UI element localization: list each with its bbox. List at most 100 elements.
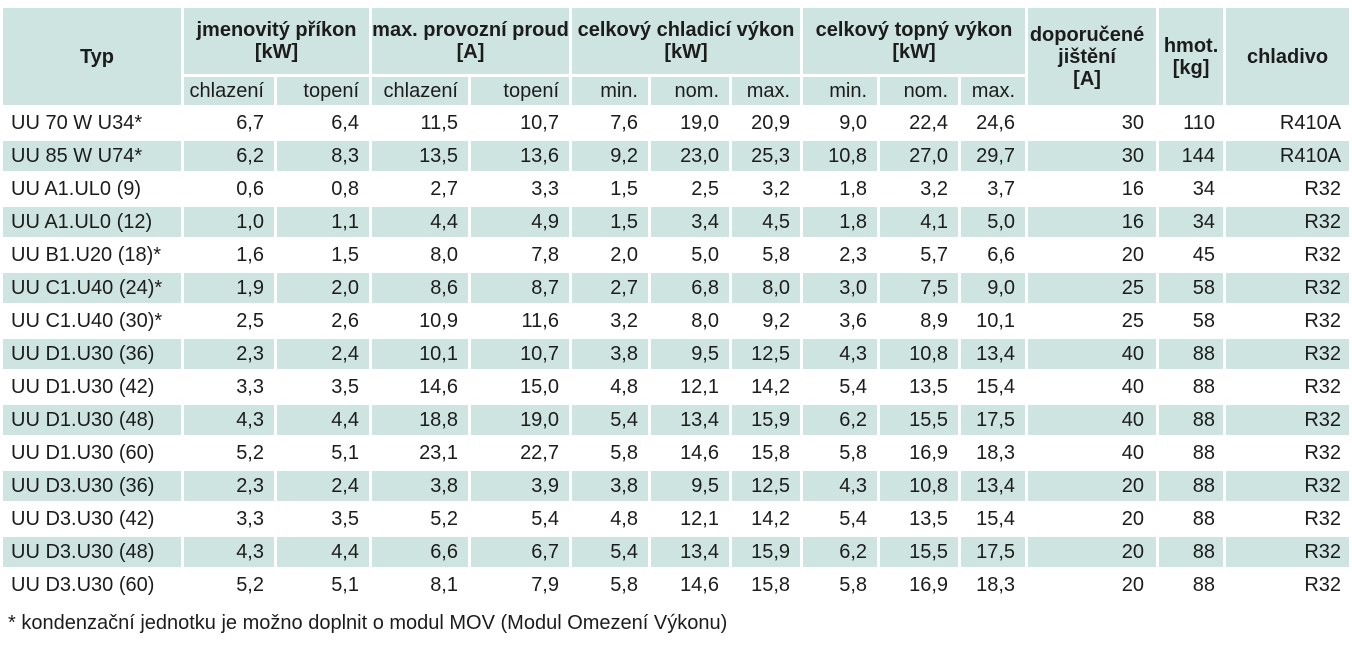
header-group-row: Typ jmenovitý příkon [kW] max. provozní … (3, 8, 1350, 105)
table-header: Typ jmenovitý příkon [kW] max. provozní … (3, 8, 1350, 105)
value-cell: R32 (1226, 537, 1350, 567)
value-cell: 1,5 (572, 174, 648, 204)
value-cell: 6,2 (803, 405, 878, 435)
typ-cell: UU D3.U30 (42) (3, 504, 181, 534)
value-cell: 22,4 (880, 108, 959, 138)
value-cell: 88 (1159, 405, 1224, 435)
value-cell: 45 (1159, 240, 1224, 270)
value-cell: 5,8 (572, 438, 648, 468)
value-cell: 40 (1028, 405, 1157, 435)
value-cell: 2,3 (184, 471, 274, 501)
value-cell: 5,2 (184, 438, 274, 468)
value-cell: 3,8 (572, 471, 648, 501)
value-cell: 6,7 (471, 537, 569, 567)
value-cell: 8,0 (651, 306, 729, 336)
typ-cell: UU C1.U40 (30)* (3, 306, 181, 336)
typ-cell: UU 70 W U34* (3, 108, 181, 138)
value-cell: 15,5 (880, 405, 959, 435)
table-row: UU D3.U30 (48) 4,3 4,4 6,6 6,7 5,4 13,4 15,9 6,2… (3, 537, 1350, 567)
value-cell: 4,4 (277, 405, 369, 435)
hmot-label: hmot. (1163, 34, 1219, 57)
value-cell: 58 (1159, 273, 1224, 303)
table-row: UU D1.U30 (42) 3,3 3,5 14,6 15,0 4,8 12,1 14,2 5… (3, 372, 1350, 402)
value-cell: 10,8 (803, 141, 878, 171)
value-cell: 13,6 (471, 141, 569, 171)
value-cell: 3,5 (277, 504, 369, 534)
table-body: UU 70 W U34* 6,7 6,4 11,5 10,7 7,6 19,0 20,9 9,0… (3, 108, 1350, 600)
value-cell: 16 (1028, 207, 1157, 237)
value-cell: 25,3 (732, 141, 801, 171)
value-cell: R32 (1226, 273, 1350, 303)
value-cell: 15,0 (471, 372, 569, 402)
value-cell: 18,3 (961, 570, 1026, 600)
value-cell: R32 (1226, 405, 1350, 435)
jisteni-unit: [A] (1073, 67, 1101, 90)
value-cell: 4,3 (803, 471, 878, 501)
value-cell: 8,7 (471, 273, 569, 303)
table-row: UU B1.U20 (18)* 1,6 1,5 8,0 7,8 2,0 5,0 5,8 2,3 5… (3, 240, 1350, 270)
value-cell: 10,1 (961, 306, 1026, 336)
typ-cell: UU D1.U30 (36) (3, 339, 181, 369)
value-cell: 23,1 (372, 438, 468, 468)
value-cell: 15,4 (961, 504, 1026, 534)
value-cell: 8,9 (880, 306, 959, 336)
sub-header-chladici-min: min. (572, 77, 648, 105)
value-cell: 7,8 (471, 240, 569, 270)
table-row: UU D3.U30 (42) 3,3 3,5 5,2 5,4 4,8 12,1 14,2 5,4… (3, 504, 1350, 534)
col-header-hmot: hmot. [kg] (1159, 8, 1224, 105)
value-cell: 20 (1028, 471, 1157, 501)
value-cell: 7,6 (572, 108, 648, 138)
table-row: UU C1.U40 (30)* 2,5 2,6 10,9 11,6 3,2 8,0 9,2 3,… (3, 306, 1350, 336)
value-cell: 3,7 (961, 174, 1026, 204)
value-cell: 2,4 (277, 339, 369, 369)
table-row: UU 85 W U74* 6,2 8,3 13,5 13,6 9,2 23,0 25,3 10,… (3, 141, 1350, 171)
value-cell: 27,0 (880, 141, 959, 171)
value-cell: 88 (1159, 339, 1224, 369)
value-cell: 13,4 (961, 339, 1026, 369)
value-cell: 18,8 (372, 405, 468, 435)
value-cell: 5,0 (961, 207, 1026, 237)
value-cell: 2,6 (277, 306, 369, 336)
value-cell: 30 (1028, 141, 1157, 171)
value-cell: 11,6 (471, 306, 569, 336)
value-cell: 144 (1159, 141, 1224, 171)
value-cell: 20 (1028, 240, 1157, 270)
value-cell: 3,2 (572, 306, 648, 336)
value-cell: 15,4 (961, 372, 1026, 402)
value-cell: 9,2 (732, 306, 801, 336)
value-cell: 2,0 (572, 240, 648, 270)
value-cell: 4,4 (372, 207, 468, 237)
group-unit-chladici: [kW] (664, 41, 708, 63)
col-group-topny-vykon: celkový topný výkon [kW] (803, 8, 1026, 74)
table-row: UU D3.U30 (60) 5,2 5,1 8,1 7,9 5,8 14,6 15,8 5,8… (3, 570, 1350, 600)
value-cell: 4,1 (880, 207, 959, 237)
value-cell: 88 (1159, 570, 1224, 600)
value-cell: 22,7 (471, 438, 569, 468)
value-cell: 88 (1159, 438, 1224, 468)
value-cell: 11,5 (372, 108, 468, 138)
sub-header-prikon-chlazeni: chlazení (184, 77, 274, 105)
value-cell: 10,7 (471, 108, 569, 138)
value-cell: 5,4 (572, 405, 648, 435)
group-unit-prikon: [kW] (254, 41, 299, 63)
value-cell: 4,9 (471, 207, 569, 237)
spec-table: Typ jmenovitý příkon [kW] max. provozní … (0, 5, 1352, 603)
value-cell: 3,2 (880, 174, 959, 204)
value-cell: 40 (1028, 372, 1157, 402)
typ-cell: UU D1.U30 (60) (3, 438, 181, 468)
typ-cell: UU C1.U40 (24)* (3, 273, 181, 303)
value-cell: R32 (1226, 174, 1350, 204)
value-cell: 12,1 (651, 372, 729, 402)
table-row: UU D1.U30 (48) 4,3 4,4 18,8 19,0 5,4 13,4 15,9 6… (3, 405, 1350, 435)
table-row: UU D3.U30 (36) 2,3 2,4 3,8 3,9 3,8 9,5 12,5 4,3 1… (3, 471, 1350, 501)
value-cell: 8,0 (372, 240, 468, 270)
value-cell: 5,8 (572, 570, 648, 600)
value-cell: 19,0 (651, 108, 729, 138)
value-cell: 4,3 (184, 405, 274, 435)
value-cell: 40 (1028, 438, 1157, 468)
value-cell: 12,1 (651, 504, 729, 534)
value-cell: 5,4 (572, 537, 648, 567)
value-cell: 88 (1159, 537, 1224, 567)
value-cell: 20,9 (732, 108, 801, 138)
value-cell: 1,5 (572, 207, 648, 237)
